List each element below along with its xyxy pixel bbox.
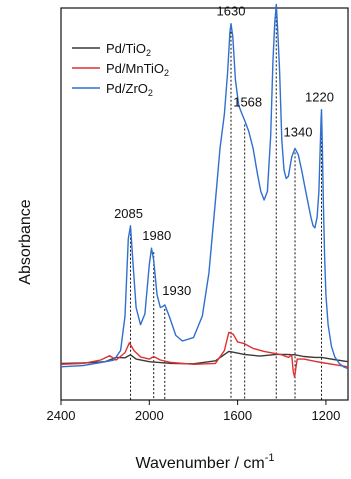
peak-label-1930: 1930 — [162, 283, 191, 298]
series-line-0 — [60, 350, 349, 365]
x-tick-label-1200: 1200 — [311, 408, 340, 423]
x-tick-label-1600: 1600 — [223, 408, 252, 423]
x-axis-label-superscript: -1 — [265, 452, 275, 464]
x-ticks: 2400 2000 1600 1200 — [47, 400, 340, 423]
peak-label-2085: 2085 — [114, 206, 143, 221]
peak-label-1568: 1568 — [233, 94, 262, 109]
x-axis-label-text: Wavenumber / cm — [136, 455, 265, 472]
plot-frame — [60, 7, 349, 401]
x-axis-label: Wavenumber / cm-1 — [136, 452, 275, 472]
series-line-1 — [60, 331, 349, 378]
x-tick-label-2400: 2400 — [47, 408, 76, 423]
series-line-2 — [60, 3, 349, 370]
legend-label-2: Pd/ZrO2 — [106, 81, 153, 98]
plot-layer — [60, 3, 349, 401]
legend-label-0-text: Pd/TiO — [106, 41, 146, 56]
peak-label-1220: 1220 — [305, 90, 334, 105]
legend-label-0: Pd/TiO2 — [106, 41, 151, 58]
legend-label-1-text: Pd/MnTiO — [106, 61, 164, 76]
legend-label-2-text: Pd/ZrO — [106, 81, 148, 96]
legend-label-1: Pd/MnTiO2 — [106, 61, 169, 78]
legend-label-2-subscript: 2 — [148, 88, 153, 98]
peak-label-1980: 1980 — [142, 228, 171, 243]
legend-label-1-subscript: 2 — [164, 68, 169, 78]
x-tick-label-2000: 2000 — [135, 408, 164, 423]
legend-label-0-subscript: 2 — [146, 48, 151, 58]
peak-label-1340: 1340 — [284, 124, 313, 139]
peak-label-1630: 1630 — [217, 4, 246, 19]
peak-annotations: 20851980193016301568142513401220 — [114, 4, 334, 298]
y-axis-label: Absorbance — [17, 199, 34, 284]
